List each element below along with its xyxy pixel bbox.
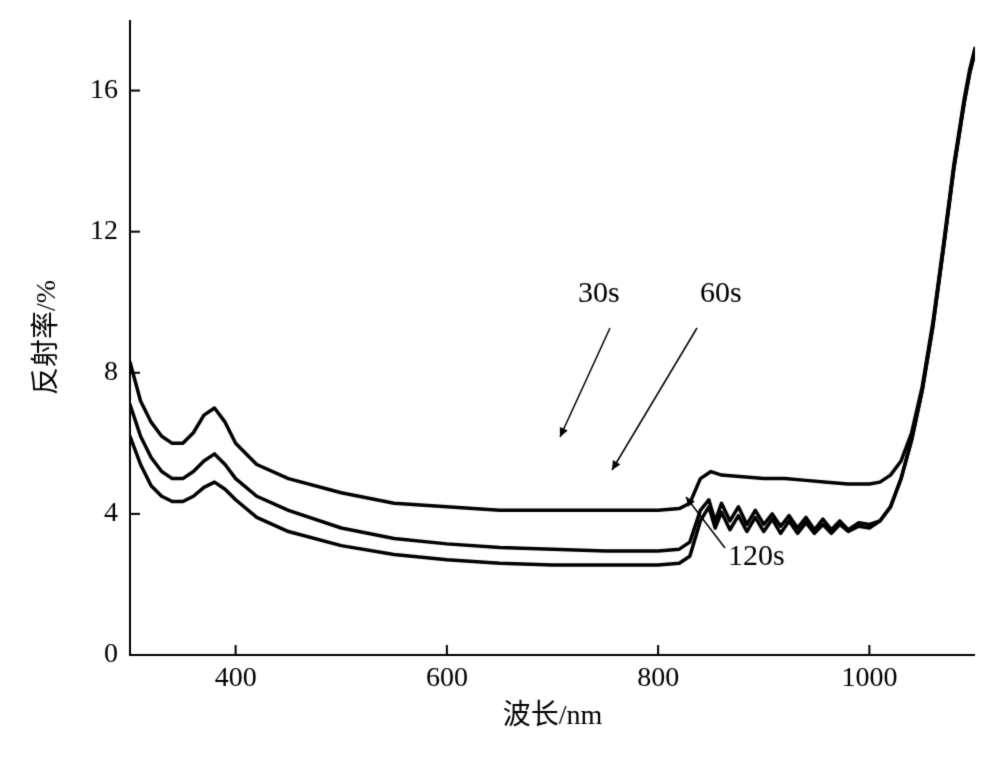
chart-canvas bbox=[0, 0, 1000, 759]
reflectance-chart bbox=[0, 0, 1000, 759]
